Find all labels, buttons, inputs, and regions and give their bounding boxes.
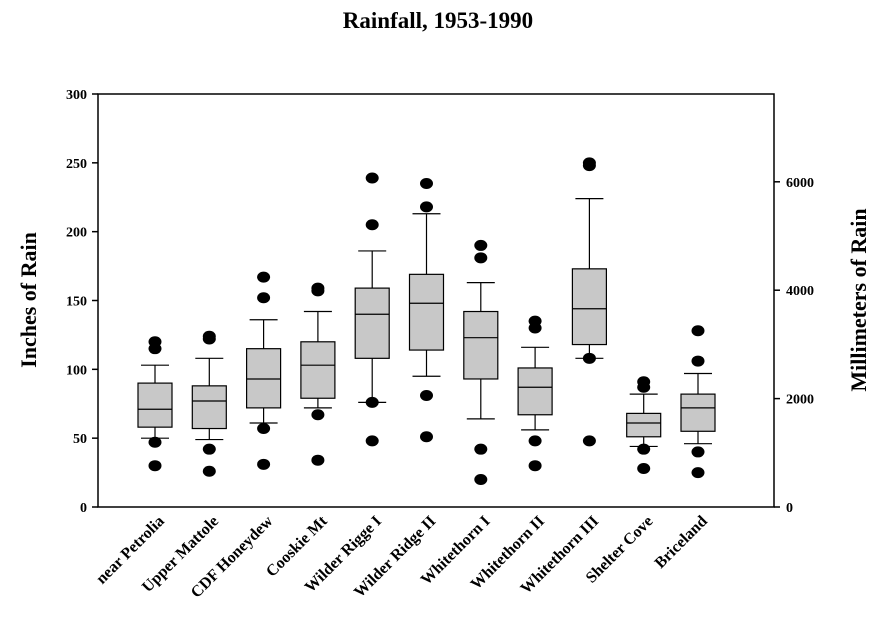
outlier-point xyxy=(637,443,651,455)
box-3 xyxy=(246,271,282,470)
boxes xyxy=(137,157,716,485)
y-tick-label: 200 xyxy=(66,226,87,241)
outlier-point xyxy=(257,458,271,470)
iqr-box xyxy=(571,268,608,346)
outlier-point xyxy=(528,435,542,447)
y-axis-label: Inches of Rain xyxy=(16,232,41,368)
y-tick-label: 300 xyxy=(66,88,87,103)
outlier-point xyxy=(637,462,651,474)
outlier-point xyxy=(691,446,705,458)
outlier-point xyxy=(365,396,379,408)
iqr-box xyxy=(354,287,390,359)
outlier-point xyxy=(582,157,596,169)
outlier-point xyxy=(365,172,379,184)
outlier-point xyxy=(311,282,325,294)
outlier-point xyxy=(202,465,216,477)
box-4 xyxy=(300,282,336,466)
box-10 xyxy=(626,376,662,474)
y2-tick-label: 6000 xyxy=(786,176,814,191)
y-tick-label: 100 xyxy=(66,363,87,378)
outlier-point xyxy=(691,355,705,367)
y-tick-label: 0 xyxy=(80,501,87,516)
y2-axis-label: Millimeters of Rain xyxy=(846,208,871,391)
outlier-point xyxy=(148,436,162,448)
iqr-box xyxy=(300,341,336,399)
outlier-point xyxy=(474,252,488,264)
outlier-point xyxy=(257,292,271,304)
box-2 xyxy=(191,330,227,477)
outlier-point xyxy=(474,239,488,251)
outlier-point xyxy=(420,177,433,189)
outlier-point xyxy=(202,443,216,455)
right-axis: 0 2000 4000 6000 xyxy=(774,176,814,516)
outlier-point xyxy=(637,376,651,388)
iqr-box xyxy=(137,382,173,428)
chart-title: Rainfall, 1953-1990 xyxy=(342,8,534,33)
iqr-box xyxy=(680,393,716,432)
outlier-point xyxy=(148,336,162,348)
box-6 xyxy=(408,177,445,443)
y2-tick-label: 0 xyxy=(786,501,793,516)
iqr-box xyxy=(191,385,227,430)
outlier-point xyxy=(582,352,596,364)
outlier-point xyxy=(691,467,705,479)
box-9 xyxy=(571,157,608,447)
iqr-box xyxy=(626,412,662,438)
outlier-point xyxy=(582,435,596,447)
y2-tick-label: 4000 xyxy=(786,284,814,299)
iqr-box xyxy=(463,310,499,380)
iqr-box xyxy=(517,367,553,416)
left-axis: 0 50 100 150 200 250 300 xyxy=(66,88,98,516)
outlier-point xyxy=(474,443,488,455)
box-1 xyxy=(137,336,173,472)
iqr-box xyxy=(408,273,445,351)
box-11 xyxy=(680,325,716,479)
outlier-point xyxy=(148,460,162,472)
y-tick-label: 150 xyxy=(66,295,87,310)
iqr-box xyxy=(246,348,282,409)
y2-tick-label: 2000 xyxy=(786,393,814,408)
outlier-point xyxy=(202,330,216,342)
outlier-point xyxy=(691,325,705,337)
y-tick-label: 50 xyxy=(73,432,87,447)
outlier-point xyxy=(420,201,433,213)
outlier-point xyxy=(311,454,325,466)
outlier-point xyxy=(311,409,325,421)
x-tick-label: Briceland xyxy=(652,513,711,572)
outlier-point xyxy=(528,460,542,472)
y-tick-label: 250 xyxy=(66,157,87,172)
outlier-point xyxy=(474,473,488,485)
outlier-point xyxy=(365,219,379,231)
outlier-point xyxy=(365,435,379,447)
box-7 xyxy=(463,239,499,485)
outlier-point xyxy=(528,315,542,327)
outlier-point xyxy=(257,271,271,283)
outlier-point xyxy=(257,423,271,435)
box-8 xyxy=(517,315,553,472)
outlier-point xyxy=(420,389,433,401)
box-5 xyxy=(354,172,390,447)
outlier-point xyxy=(420,431,433,443)
